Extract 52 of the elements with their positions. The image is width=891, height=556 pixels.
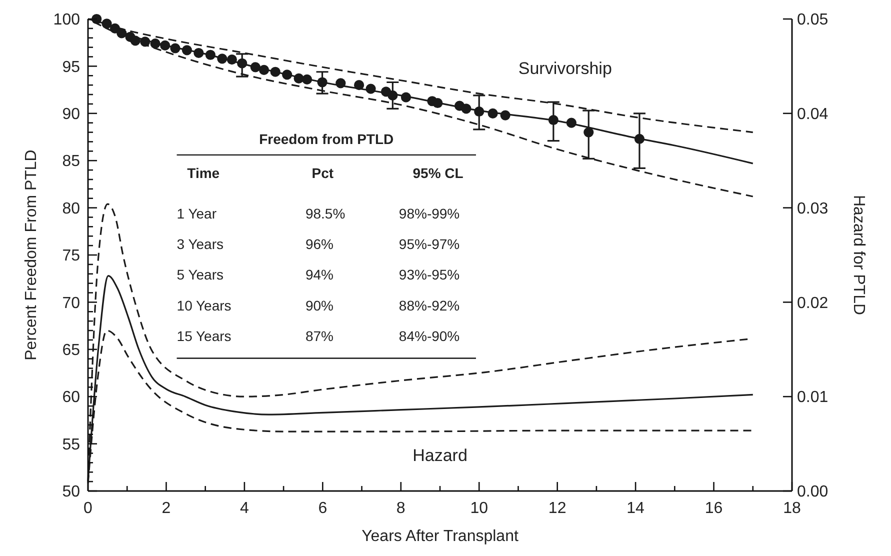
y-axis-title: Percent Freedom From PTLD bbox=[23, 150, 40, 360]
x-tick-label: 8 bbox=[396, 500, 406, 517]
annotation: Survivorship bbox=[518, 59, 612, 78]
annotation: Freedom from PTLD bbox=[259, 130, 394, 147]
annotation: 15 Years bbox=[176, 328, 232, 344]
x-tick-label: 16 bbox=[704, 500, 723, 517]
x-axis-title: Years After Transplant bbox=[362, 528, 519, 545]
annotation: 10 Years bbox=[176, 297, 232, 314]
x-tick-label: 4 bbox=[240, 500, 249, 517]
x-tick-label: 12 bbox=[548, 500, 566, 517]
y-tick-label: 95 bbox=[62, 58, 80, 76]
y-tick-label: 65 bbox=[62, 342, 80, 359]
y-tick-label: 70 bbox=[62, 294, 80, 312]
y2-tick-label: 0.00 bbox=[797, 484, 828, 501]
y2-tick-label: 0.05 bbox=[797, 12, 828, 29]
y-tick-label: 85 bbox=[62, 153, 80, 170]
x-tick-label: 0 bbox=[84, 500, 93, 517]
annotation: 1 Year bbox=[176, 205, 217, 222]
annotation: 96% bbox=[305, 236, 334, 252]
y-tick-label: 100 bbox=[53, 12, 80, 29]
annotation: 98.5% bbox=[305, 205, 346, 222]
annotation: 5 Years bbox=[176, 266, 224, 283]
y-tick-label: 55 bbox=[62, 436, 80, 454]
annotation: 93%-95% bbox=[398, 266, 460, 283]
y-tick-label: 50 bbox=[62, 484, 80, 501]
x-tick-label: 18 bbox=[783, 500, 801, 517]
annotation: 90% bbox=[305, 297, 334, 314]
x-tick-label: 14 bbox=[626, 500, 645, 517]
annotation: Time bbox=[187, 164, 220, 181]
y2-tick-label: 0.01 bbox=[797, 389, 828, 406]
annotation: 94% bbox=[305, 266, 334, 283]
annotation: 98%-99% bbox=[398, 205, 460, 222]
annotation: Hazard bbox=[412, 446, 468, 466]
y-tick-label: 80 bbox=[62, 200, 80, 218]
x-tick-label: 10 bbox=[470, 500, 488, 517]
y2-axis-title: Hazard for PTLD bbox=[850, 194, 867, 316]
annotation: 84%-90% bbox=[398, 328, 460, 344]
annotation: 3 Years bbox=[176, 236, 224, 252]
annotation: 95%-97% bbox=[398, 236, 460, 252]
y-tick-label: 90 bbox=[62, 106, 80, 123]
x-tick-label: 2 bbox=[162, 500, 171, 517]
annotation: Pct bbox=[312, 164, 334, 181]
y2-tick-label: 0.03 bbox=[797, 200, 828, 218]
annotation: 95% CL bbox=[412, 164, 464, 181]
point bbox=[584, 127, 594, 138]
annotation: 88%-92% bbox=[398, 297, 460, 314]
y2-tick-label: 0.04 bbox=[797, 106, 828, 123]
annotation: 87% bbox=[305, 328, 334, 344]
y-tick-label: 75 bbox=[62, 248, 80, 265]
y2-tick-label: 0.02 bbox=[797, 294, 828, 312]
y-tick-label: 60 bbox=[62, 389, 80, 406]
x-tick-label: 6 bbox=[318, 500, 328, 517]
